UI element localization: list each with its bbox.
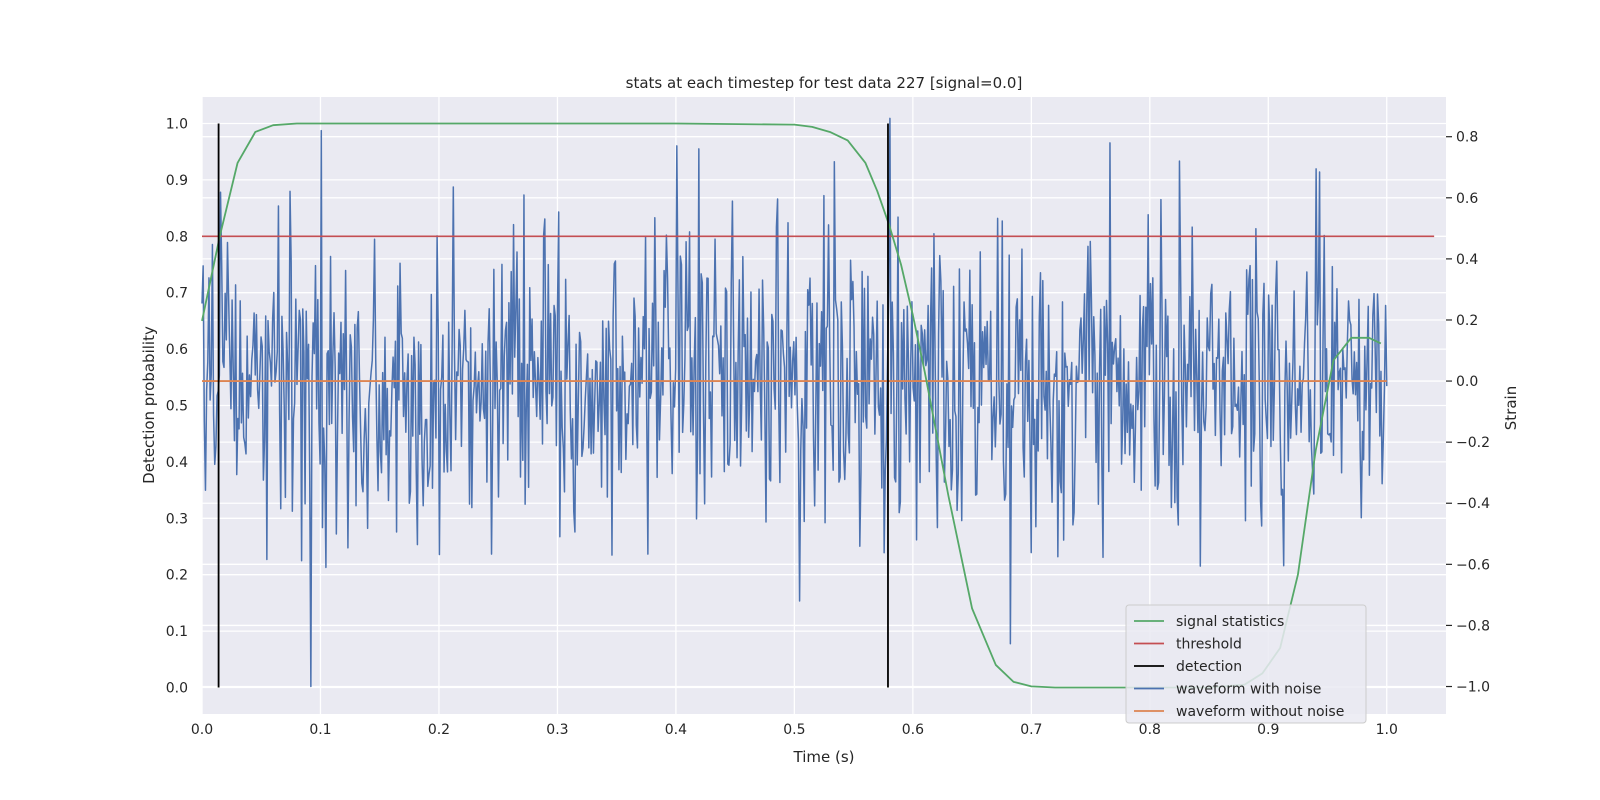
legend-label: threshold <box>1176 637 1242 653</box>
x-tick-label: 0.9 <box>1257 722 1279 738</box>
y-tick-label: 0.4 <box>166 455 188 471</box>
y-tick-label: 0.2 <box>166 568 188 584</box>
legend: signal statistics threshold detection wavef… <box>1125 604 1367 724</box>
y2-tick-label: 0.4 <box>1456 252 1478 268</box>
y-tick-label: 0.6 <box>166 342 188 358</box>
chart-title: stats at each timestep for test data 227… <box>626 74 1023 92</box>
legend-label: detection <box>1176 659 1242 675</box>
x-tick-label: 0.6 <box>902 722 924 738</box>
legend-box <box>1125 604 1367 724</box>
x-tick-label: 0.1 <box>309 722 331 738</box>
x-tick-label: 0.0 <box>191 722 213 738</box>
y-axis-label: Detection probability <box>140 326 158 484</box>
x-axis-label: Time (s) <box>793 748 855 766</box>
x-tick-label: 0.5 <box>783 722 805 738</box>
y2-axis-label: Strain <box>1502 386 1520 430</box>
x-tick-label: 0.4 <box>665 722 687 738</box>
y2-tick-label: −0.2 <box>1456 435 1490 451</box>
x-tick-label: 0.8 <box>1139 722 1161 738</box>
y2-tick-label: 0.0 <box>1456 374 1478 390</box>
y-tick-label: 0.0 <box>166 680 188 696</box>
y-tick-label: 1.0 <box>166 117 188 133</box>
series-layer <box>201 117 1435 689</box>
y-tick-label: 0.8 <box>166 229 188 245</box>
x-tick-label: 1.0 <box>1376 722 1398 738</box>
y2-tick-label: 0.2 <box>1456 313 1478 329</box>
right-axis: −1.0 −0.8 −0.6 −0.4 −0.2 0.0 0.2 0.4 0.6 0.8 <box>1446 130 1490 696</box>
y2-tick-label: −0.8 <box>1456 618 1490 634</box>
x-axis: 0.0 0.1 0.2 0.3 0.4 0.5 0.6 0.7 0.8 0.9 1.0 <box>191 722 1398 738</box>
y-tick-label: 0.5 <box>166 399 188 415</box>
y-tick-label: 0.1 <box>166 624 188 640</box>
y2-tick-label: 0.6 <box>1456 191 1478 207</box>
y2-tick-label: −0.4 <box>1456 496 1490 512</box>
legend-label: signal statistics <box>1176 614 1284 630</box>
series-line-waveform-with-noise <box>201 117 1388 688</box>
legend-label: waveform without noise <box>1176 704 1344 720</box>
y2-tick-label: −1.0 <box>1456 680 1490 696</box>
y-tick-label: 0.7 <box>166 286 188 302</box>
y2-tick-label: 0.8 <box>1456 130 1478 146</box>
left-axis: 0.0 0.1 0.2 0.3 0.4 0.5 0.6 0.7 0.8 0.9 1.0 <box>166 117 188 697</box>
legend-label: waveform with noise <box>1176 682 1321 698</box>
y-tick-label: 0.3 <box>166 511 188 527</box>
y-tick-label: 0.9 <box>166 173 188 189</box>
x-tick-label: 0.2 <box>428 722 450 738</box>
y2-tick-label: −0.6 <box>1456 557 1490 573</box>
x-tick-label: 0.3 <box>546 722 568 738</box>
x-tick-label: 0.7 <box>1020 722 1042 738</box>
